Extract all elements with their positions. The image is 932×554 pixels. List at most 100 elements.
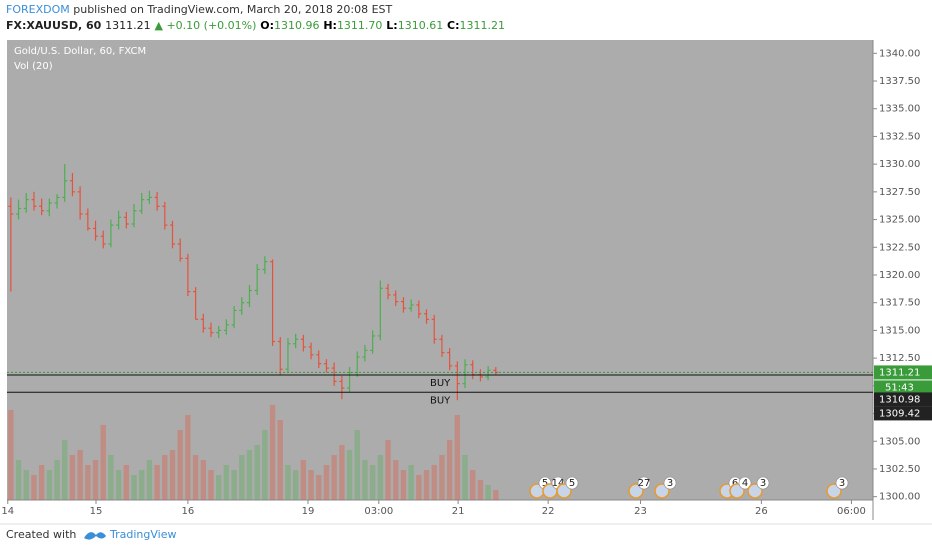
published: published on TradingView.com, March 20, … [73,3,392,16]
volume-bar [300,460,307,500]
event-flag[interactable] [654,483,670,499]
volume-bar [108,455,114,500]
volume-bar [162,455,168,500]
h-label: H: [323,19,337,32]
volume-bar [69,455,76,500]
volume-bar [169,450,176,500]
volume-bar [477,480,484,500]
volume-bar [446,440,453,500]
y-tick-label: 1315.00 [879,325,920,336]
volume-bar [254,445,260,500]
x-tick-label: 19 [302,506,315,517]
price-axis [873,40,932,520]
volume-bar [31,475,37,500]
y-tick-label: 1305.00 [879,436,920,447]
volume-bar [208,470,214,500]
volume-bar [177,430,183,500]
event-flag[interactable] [729,483,745,499]
volume-bar [54,460,60,500]
event-count-bg [637,476,651,490]
event-count-bg [565,476,579,490]
x-tick-label: 15 [90,506,103,517]
event-flag[interactable] [826,483,842,499]
y-tick-label: 1332.50 [879,131,920,142]
volume-bar [262,430,268,500]
o: 1310.96 [274,19,320,32]
event-count: 14 [552,478,565,489]
volume-bar [239,455,245,500]
volume-bar [38,465,45,500]
event-count: 5 [542,478,548,489]
volume-bar [92,460,99,500]
event-flag[interactable] [628,483,644,499]
y-tick-label: 1317.50 [879,298,920,309]
o-label: O: [260,19,274,32]
y-tick-label: 1320.00 [879,270,920,281]
y-tick-label: 1330.00 [879,159,920,170]
volume-bar [231,470,237,500]
volume-bar [470,470,476,500]
volume-bar [277,420,283,500]
volume-bar [23,470,29,500]
volume-bar [185,415,191,500]
volume-bar [339,445,345,500]
x-tick-label: 23 [634,506,647,517]
volume-bar [400,470,407,500]
volume-bar [215,475,222,500]
volume-bar [269,405,276,500]
x-tick-label: 03:00 [364,506,393,517]
order-label-bg [874,392,932,407]
y-tick-label: 1322.50 [879,242,920,253]
countdown-bg [874,380,932,395]
volume-bar [393,460,399,500]
volume-bar [77,450,83,500]
event-count: 6 [732,478,738,489]
volume-bar [423,470,430,500]
volume-bar [62,440,68,500]
event-count: 27 [638,478,651,489]
event-count: 3 [667,478,673,489]
volume-bar [485,485,491,500]
volume-title: Vol (20) [14,61,53,72]
volume-bar [377,455,384,500]
volume-bar [192,455,199,500]
footer-created: Created with [6,528,76,541]
volume-bar [123,465,130,500]
c: 1311.21 [460,19,506,32]
x-tick-label: 22 [542,506,555,517]
event-count-bg [738,476,752,490]
header-line: FOREXDOM published on TradingView.com, M… [6,3,393,16]
event-count: 3 [839,478,845,489]
change: ▲ +0.10 (+0.01%) [154,19,256,32]
volume-bar [462,455,468,500]
x-tick-label: 26 [755,506,768,517]
volume-bar [431,465,437,500]
event-count-bg [835,476,849,490]
publisher[interactable]: FOREXDOM [6,3,70,16]
x-tick-label: 16 [182,506,195,517]
footer-brand[interactable]: TradingView [109,528,176,541]
order-label: 1310.98 [879,394,920,405]
volume-bar [200,460,206,500]
volume-bar [246,450,253,500]
volume-bar [316,475,322,500]
last: 1311.21 [105,19,151,32]
event-flag[interactable] [556,483,572,499]
y-tick-label: 1300.00 [879,492,920,503]
c-label: C: [447,19,459,32]
volume-bar [369,465,376,500]
quote-line: FX:XAUUSD, 60 1311.21 ▲ +0.10 (+0.01%) O… [6,19,505,32]
event-count-bg [663,476,677,490]
plot-area [7,40,873,500]
volume-bar [100,425,106,500]
volume-bar [139,470,145,500]
x-tick-label: 06:00 [837,506,866,517]
volume-bar [331,455,337,500]
event-flag[interactable] [747,483,763,499]
volume-bar [308,470,314,500]
y-tick-label: 1312.50 [879,353,920,364]
volume-bar [408,465,414,500]
price-label: 1311.21 [879,367,920,378]
order-label-bg [874,406,932,421]
y-tick-label: 1325.00 [879,215,920,226]
